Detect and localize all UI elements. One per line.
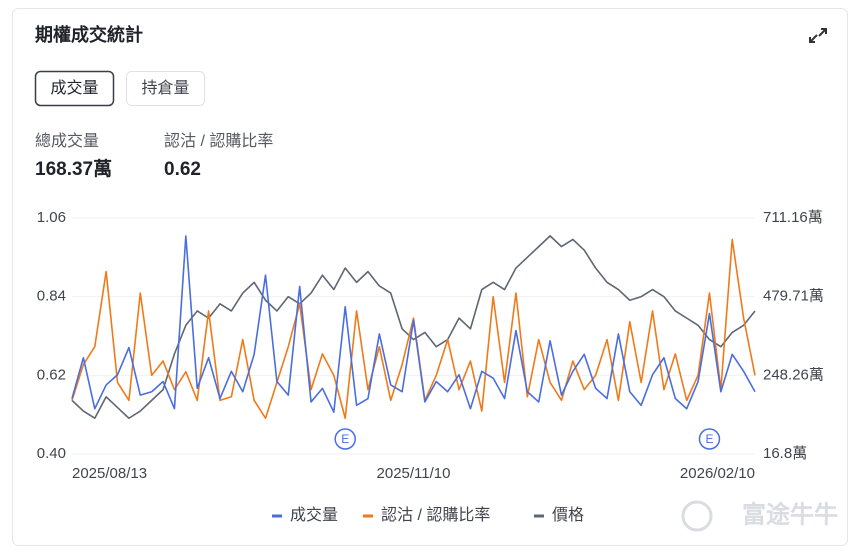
- y2-tick-label: 16.8萬: [763, 445, 807, 462]
- expand-icon[interactable]: [809, 28, 827, 43]
- x-tick-label: 2025/08/13: [72, 465, 147, 482]
- tab-label[interactable]: 成交量: [50, 79, 98, 97]
- series-line: [71, 238, 756, 420]
- legend-label: 成交量: [290, 506, 338, 524]
- watermark-logo: [681, 500, 713, 532]
- event-marker: [334, 428, 356, 450]
- tab-label[interactable]: 持倉量: [141, 79, 189, 97]
- y-tick-label: 0.40: [37, 445, 66, 462]
- stat-label: 總成交量: [35, 132, 99, 150]
- card-border: [12, 8, 848, 546]
- watermark: 富途牛牛: [742, 500, 838, 528]
- event-label: E: [341, 432, 349, 446]
- x-tick-label: 2025/11/10: [377, 465, 451, 482]
- stat-label: 認沽 / 認購比率: [164, 132, 273, 150]
- legend-label: 認沽 / 認購比率: [381, 506, 490, 524]
- x-tick-label: 2026/02/10: [680, 465, 755, 482]
- y-tick-label: 0.84: [37, 288, 66, 305]
- event-label: E: [705, 432, 713, 446]
- stat-value: 168.37萬: [35, 158, 112, 180]
- series-line: [71, 235, 756, 413]
- y2-tick-label: 479.71萬: [763, 288, 824, 305]
- event-marker: [698, 428, 721, 450]
- y-tick-label: 0.62: [37, 366, 66, 383]
- stat-value: 0.62: [164, 159, 201, 180]
- tab[interactable]: [126, 71, 205, 106]
- card-title: 期權成交統計: [35, 24, 143, 45]
- y-tick-label: 1.06: [37, 209, 66, 226]
- tab-active[interactable]: [34, 70, 115, 107]
- legend-label: 價格: [552, 506, 584, 524]
- y2-tick-label: 248.26萬: [763, 366, 824, 383]
- y2-tick-label: 711.16萬: [763, 209, 823, 226]
- series-line: [71, 235, 756, 420]
